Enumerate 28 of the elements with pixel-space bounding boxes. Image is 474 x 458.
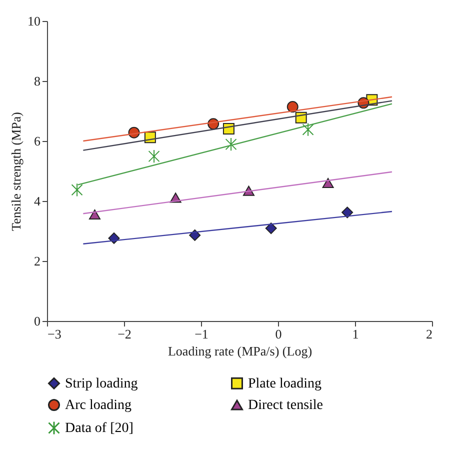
point xyxy=(322,178,334,188)
legend-label: Strip loading xyxy=(65,376,138,392)
x-axis-title: Loading rate (MPa/s) (Log) xyxy=(168,344,312,358)
point xyxy=(71,183,83,197)
y-tick-label: 6 xyxy=(34,134,41,148)
legend-label: Plate loading xyxy=(248,376,322,392)
y-tick-label: 4 xyxy=(34,194,41,208)
x-tick-label: 1 xyxy=(352,326,359,342)
legend-label: Arc loading xyxy=(65,398,132,413)
point xyxy=(342,206,354,218)
legend-label: Data of [20] xyxy=(65,421,134,436)
x-tick-label: 2 xyxy=(426,326,432,342)
point xyxy=(88,209,100,220)
y-tick-label: 10 xyxy=(28,14,40,28)
point xyxy=(302,122,314,136)
point xyxy=(225,138,237,152)
point xyxy=(148,150,160,164)
x-tick-label: −3 xyxy=(48,326,62,342)
y-tick-label: 0 xyxy=(34,314,40,328)
x-tick-label: −2 xyxy=(118,326,132,342)
y-axis-title: Tensile strength (MPa) xyxy=(8,112,24,231)
legend-label: Direct tensile xyxy=(248,398,324,413)
y-tick-label: 2 xyxy=(34,254,40,268)
x-tick-label: −1 xyxy=(194,326,208,342)
y-tick-label: 8 xyxy=(34,74,40,88)
point xyxy=(286,101,298,113)
point xyxy=(265,222,277,234)
x-tick-label: 0 xyxy=(275,326,282,342)
